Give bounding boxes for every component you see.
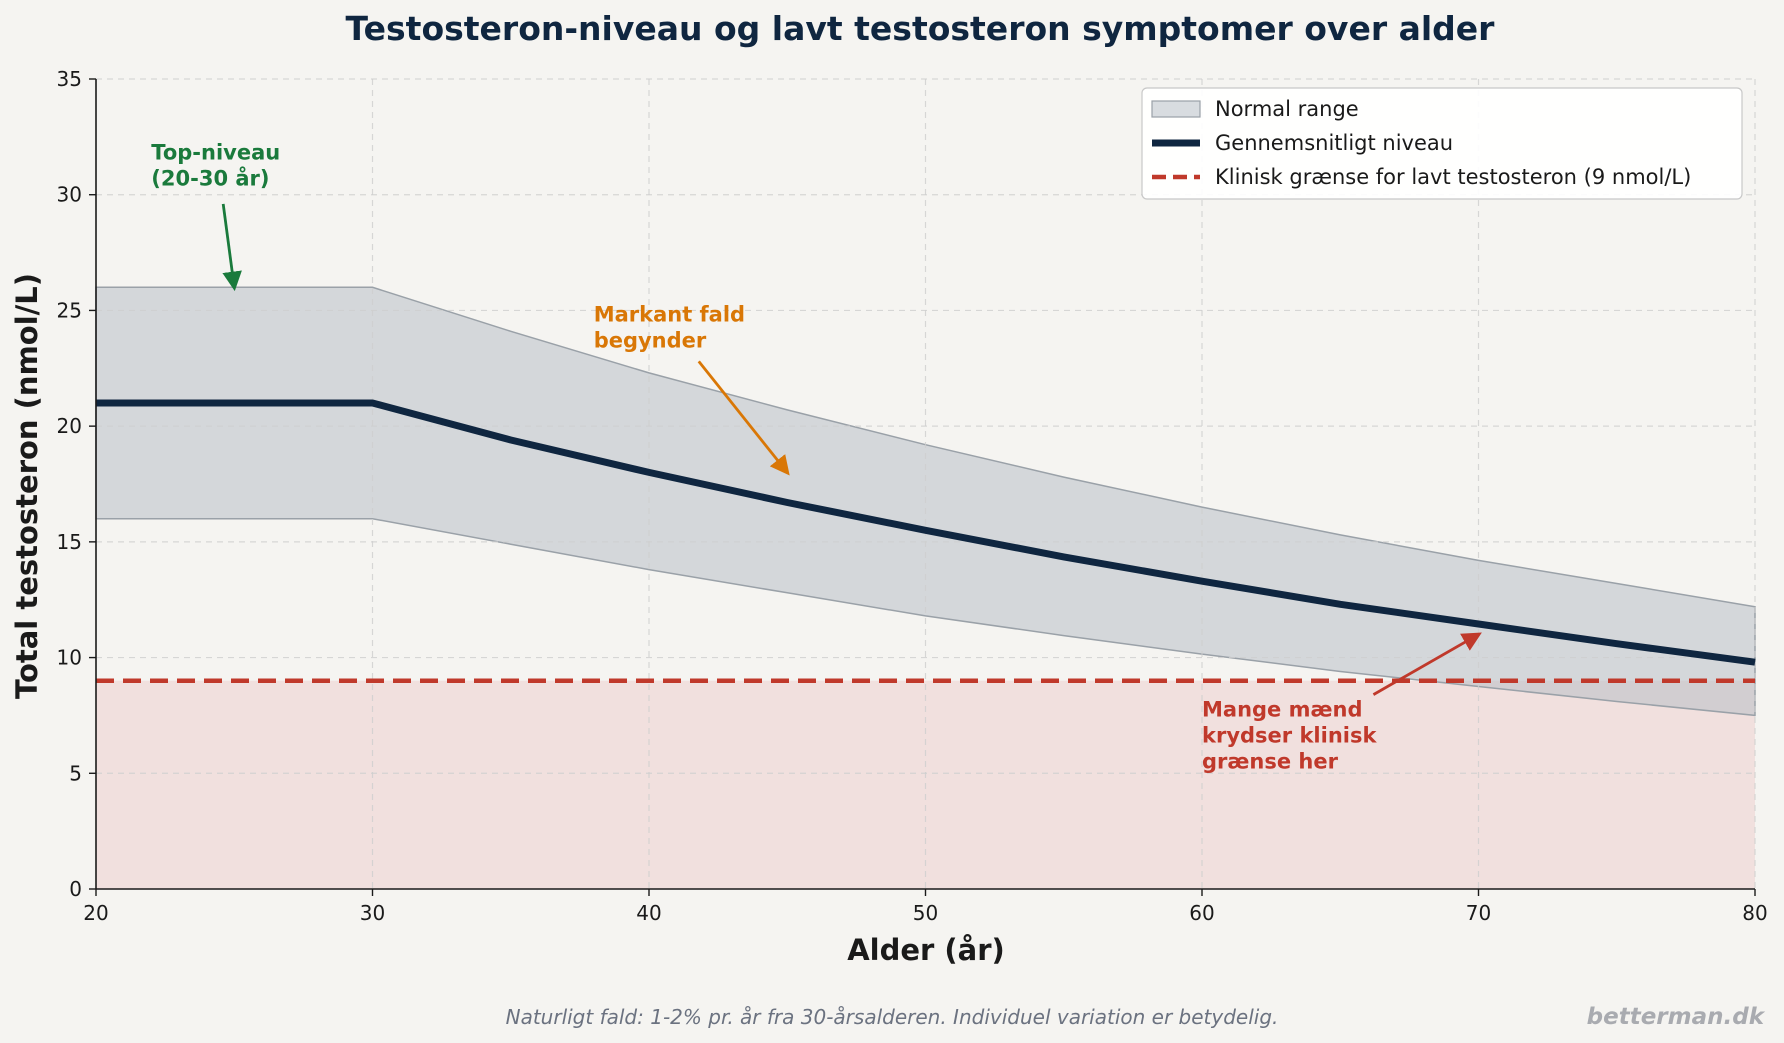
- x-tick-label: 30: [360, 901, 385, 925]
- y-tick-label: 0: [69, 877, 82, 901]
- y-tick-label: 25: [57, 298, 82, 322]
- axes: 20 30 40 50 60 70 80 0 5 10 15 20 25 30 35: [57, 67, 1768, 925]
- annotations: Top-niveau(20-30 år) Markant faldbegynder…: [151, 140, 1482, 774]
- y-tick-label: 5: [69, 761, 82, 785]
- y-tick-label: 20: [57, 414, 82, 438]
- x-tick-label: 80: [1742, 901, 1767, 925]
- x-tick-label: 60: [1189, 901, 1214, 925]
- legend-item: Normal range: [1151, 97, 1359, 121]
- annotation-text: Mange mænd: [1202, 698, 1362, 722]
- x-axis-title: Alder (år): [847, 933, 1005, 967]
- annotation-arrow: [221, 203, 242, 292]
- y-tick-label: 35: [57, 67, 82, 91]
- legend-item: Gennemsnitligt niveau: [1152, 131, 1453, 155]
- legend-label: Gennemsnitligt niveau: [1215, 131, 1453, 155]
- annotation-text: (20-30 år): [151, 165, 269, 190]
- brand-watermark: betterman.dk: [1587, 1004, 1766, 1030]
- legend-label: Normal range: [1215, 97, 1359, 121]
- plot-area: [95, 78, 1756, 889]
- annotation-text: krydser klinisk: [1202, 724, 1377, 748]
- annotation-text: Markant fald: [594, 302, 745, 326]
- y-tick-label: 30: [57, 183, 82, 207]
- annotation: Top-niveau(20-30 år): [151, 140, 280, 292]
- x-tick-label: 40: [636, 901, 661, 925]
- annotation-arrow: [697, 360, 790, 476]
- annotation-arrow: [1372, 632, 1482, 696]
- annotation-text: Top-niveau: [151, 140, 280, 164]
- y-tick-label: 10: [57, 646, 82, 670]
- x-tick-label: 70: [1466, 901, 1491, 925]
- average-level-line: [96, 399, 1756, 666]
- legend-box: [1141, 87, 1743, 200]
- y-tick-label: 15: [57, 530, 82, 554]
- annotation-text: begynder: [594, 328, 707, 352]
- legend-label: Klinisk grænse for lavt testosteron (9 n…: [1215, 165, 1691, 189]
- chart-title: Testosteron-niveau og lavt testosteron s…: [346, 9, 1496, 48]
- footnote: Naturligt fald: 1-2% pr. år fra 30-årsal…: [506, 1005, 1279, 1029]
- x-tick-label: 20: [83, 901, 108, 925]
- legend-item: Klinisk grænse for lavt testosteron (9 n…: [1152, 165, 1691, 189]
- y-axis-title: Total testosteron (nmol/L): [10, 273, 44, 699]
- annotation-text: grænse her: [1202, 750, 1339, 774]
- legend-swatch-band: [1151, 100, 1201, 118]
- x-tick-label: 50: [913, 901, 938, 925]
- legend: Normal range Gennemsnitligt niveau Klinisk…: [1141, 87, 1743, 200]
